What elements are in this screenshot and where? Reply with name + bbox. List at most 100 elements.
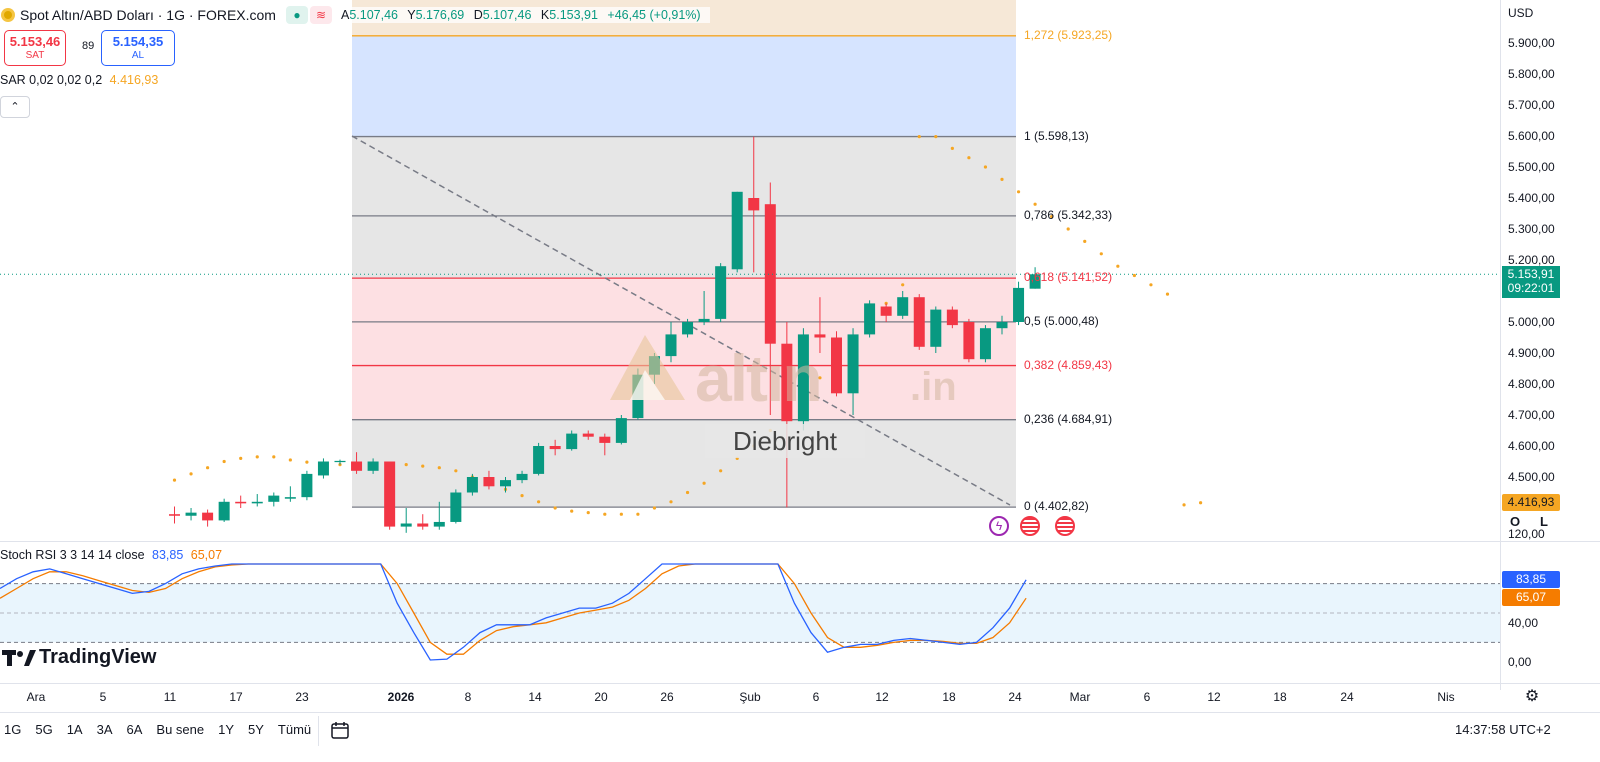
currency-label[interactable]: USD: [1508, 6, 1534, 20]
bottom-bar-border: [0, 712, 1600, 713]
candle: [169, 506, 180, 524]
collapse-legend-button[interactable]: ⌃: [0, 96, 30, 118]
candle: [582, 430, 594, 440]
scale-option-l[interactable]: L: [1540, 514, 1548, 529]
tradingview-logo-text: TradingView: [39, 646, 157, 668]
candle: [351, 452, 363, 474]
timeframe-button[interactable]: 5Y: [248, 722, 264, 737]
timeframe-button[interactable]: Bu sene: [156, 722, 205, 737]
candle: [251, 494, 263, 507]
candle: [615, 415, 627, 445]
sar-price-tag: 4.416,93: [1502, 493, 1560, 511]
candle: [367, 458, 379, 474]
pane-separator[interactable]: [0, 541, 1600, 542]
sell-button[interactable]: 5.153,46 SAT: [4, 30, 66, 66]
watermark-logo: [600, 330, 690, 415]
candle: [913, 294, 925, 350]
sar-dot: [172, 478, 177, 482]
fib-level-label: 1 (5.598,13): [1024, 128, 1089, 143]
stoch-tick-label: 40,00: [1508, 615, 1539, 630]
candle: [930, 306, 942, 353]
wave-icon[interactable]: ≋: [309, 6, 332, 24]
sar-dot: [669, 500, 673, 504]
candle-body: [367, 461, 379, 471]
candle: [847, 328, 859, 415]
fibonacci-retracement[interactable]: [352, 0, 1016, 508]
timeframe-button[interactable]: Tümü: [277, 722, 312, 737]
timeframe-button[interactable]: 6A: [126, 722, 143, 737]
candle-countdown: 09:22:01: [1507, 281, 1555, 296]
us-flag-event-icon[interactable]: [1020, 516, 1040, 536]
candle: [450, 489, 462, 524]
sar-dot: [404, 463, 408, 467]
price-tick-label: 5.700,00: [1508, 98, 1555, 112]
candle: [235, 495, 247, 508]
time-tick-label: 5: [99, 690, 107, 704]
stoch-d-tag: 65,07: [1502, 589, 1560, 607]
altin-logo-icon: [610, 335, 685, 400]
timeframe-button[interactable]: 1Y: [218, 722, 235, 737]
candle: [218, 498, 230, 522]
sar-dot: [437, 466, 441, 470]
date-range-button[interactable]: [330, 720, 350, 745]
candle-body: [466, 477, 478, 493]
market-open-dot-icon[interactable]: ●: [285, 6, 308, 24]
dividend-event-icon[interactable]: ϟ: [989, 516, 1009, 536]
open-key: A: [340, 8, 350, 22]
buy-button[interactable]: 5.154,35 AL: [101, 30, 175, 66]
timeframe-button[interactable]: 1G: [4, 722, 22, 737]
scale-option-o[interactable]: O: [1510, 514, 1521, 529]
us-flag-event-icon[interactable]: [1055, 516, 1075, 536]
candle-body: [235, 501, 247, 504]
candle: [864, 300, 876, 338]
candle-body: [400, 523, 412, 527]
sar-dot: [520, 494, 524, 498]
candle-body: [781, 343, 793, 422]
sar-dot: [454, 469, 458, 473]
timeframe-button[interactable]: 5G: [35, 722, 53, 737]
candle: [433, 501, 445, 530]
candle-body: [797, 334, 809, 422]
calendar-icon: [331, 722, 349, 739]
stoch-tick-label: 0,00: [1508, 655, 1532, 669]
candle: [715, 263, 727, 322]
tradingview-logo[interactable]: TradingView: [2, 646, 156, 669]
candle: [797, 328, 809, 431]
trend-line[interactable]: [351, 135, 1011, 506]
candle: [516, 470, 528, 484]
candle-body: [202, 512, 214, 521]
settings-gear-icon[interactable]: ⚙: [1524, 688, 1540, 705]
time-tick-label: 6: [812, 690, 820, 704]
timeframe-button[interactable]: 1A: [66, 722, 83, 737]
sar-legend[interactable]: SAR 0,02 0,02 0,2 4.416,93: [0, 73, 158, 87]
candle-body: [450, 492, 462, 522]
sar-dot: [255, 455, 259, 459]
candle-body: [417, 523, 429, 527]
candle-body: [880, 306, 892, 316]
candle-body: [433, 521, 445, 527]
candle: [979, 325, 991, 363]
candle: [400, 508, 412, 533]
timeframe-button[interactable]: 3A: [96, 722, 113, 737]
candle: [268, 492, 280, 507]
candle: [748, 136, 760, 273]
buy-label: AL: [131, 50, 145, 61]
candle-body: [831, 337, 842, 394]
candle: [764, 182, 776, 415]
price-chart[interactable]: [0, 0, 1500, 540]
utc-clock[interactable]: 14:37:58 UTC+2: [1455, 722, 1551, 737]
price-axis[interactable]: [1500, 0, 1600, 690]
sar-dot: [553, 506, 557, 510]
candle-body: [698, 318, 710, 322]
buy-price: 5.154,35: [112, 34, 164, 49]
stoch-rsi-pane[interactable]: [0, 542, 1500, 682]
stoch-legend[interactable]: Stoch RSI 3 3 14 14 close 83,85 65,07: [0, 548, 222, 562]
sar-dot: [1016, 190, 1021, 194]
sar-dot: [586, 511, 590, 515]
candle-body: [847, 334, 859, 394]
symbol-title[interactable]: Spot Altın/ABD Doları · 1G · FOREX.com: [20, 7, 276, 23]
sell-price: 5.153,46: [9, 34, 61, 49]
sar-dot: [702, 481, 706, 485]
candle-body: [549, 446, 561, 450]
